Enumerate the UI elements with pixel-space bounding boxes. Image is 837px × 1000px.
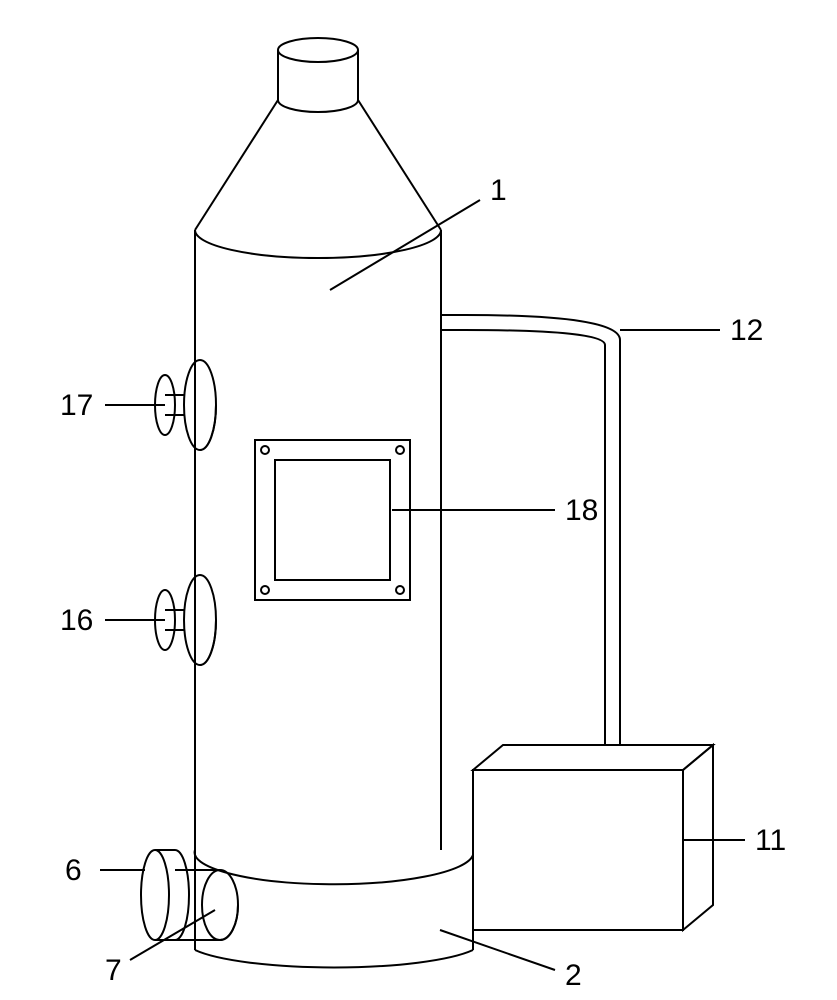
label-17: 17 [60,389,93,422]
label-6: 6 [65,854,82,887]
label-11: 11 [755,824,786,857]
diagram-svg: 1 12 17 18 16 11 2 6 7 [0,0,837,1000]
label-2: 2 [565,959,582,992]
apparatus-drawing [100,38,745,970]
leader-lines [100,200,745,970]
label-1: 1 [490,174,507,207]
label-7: 7 [105,954,122,987]
window-panel [255,440,410,600]
label-16: 16 [60,604,93,637]
inlet-assembly [141,850,238,940]
label-18: 18 [565,494,598,527]
tank [473,745,713,930]
tower-body [195,230,441,850]
base-block [195,850,473,967]
label-12: 12 [730,314,763,347]
top-outlet [278,38,358,112]
conical-top [195,100,441,230]
pipe [441,315,620,745]
labels: 1 12 17 18 16 11 2 6 7 [60,174,786,992]
